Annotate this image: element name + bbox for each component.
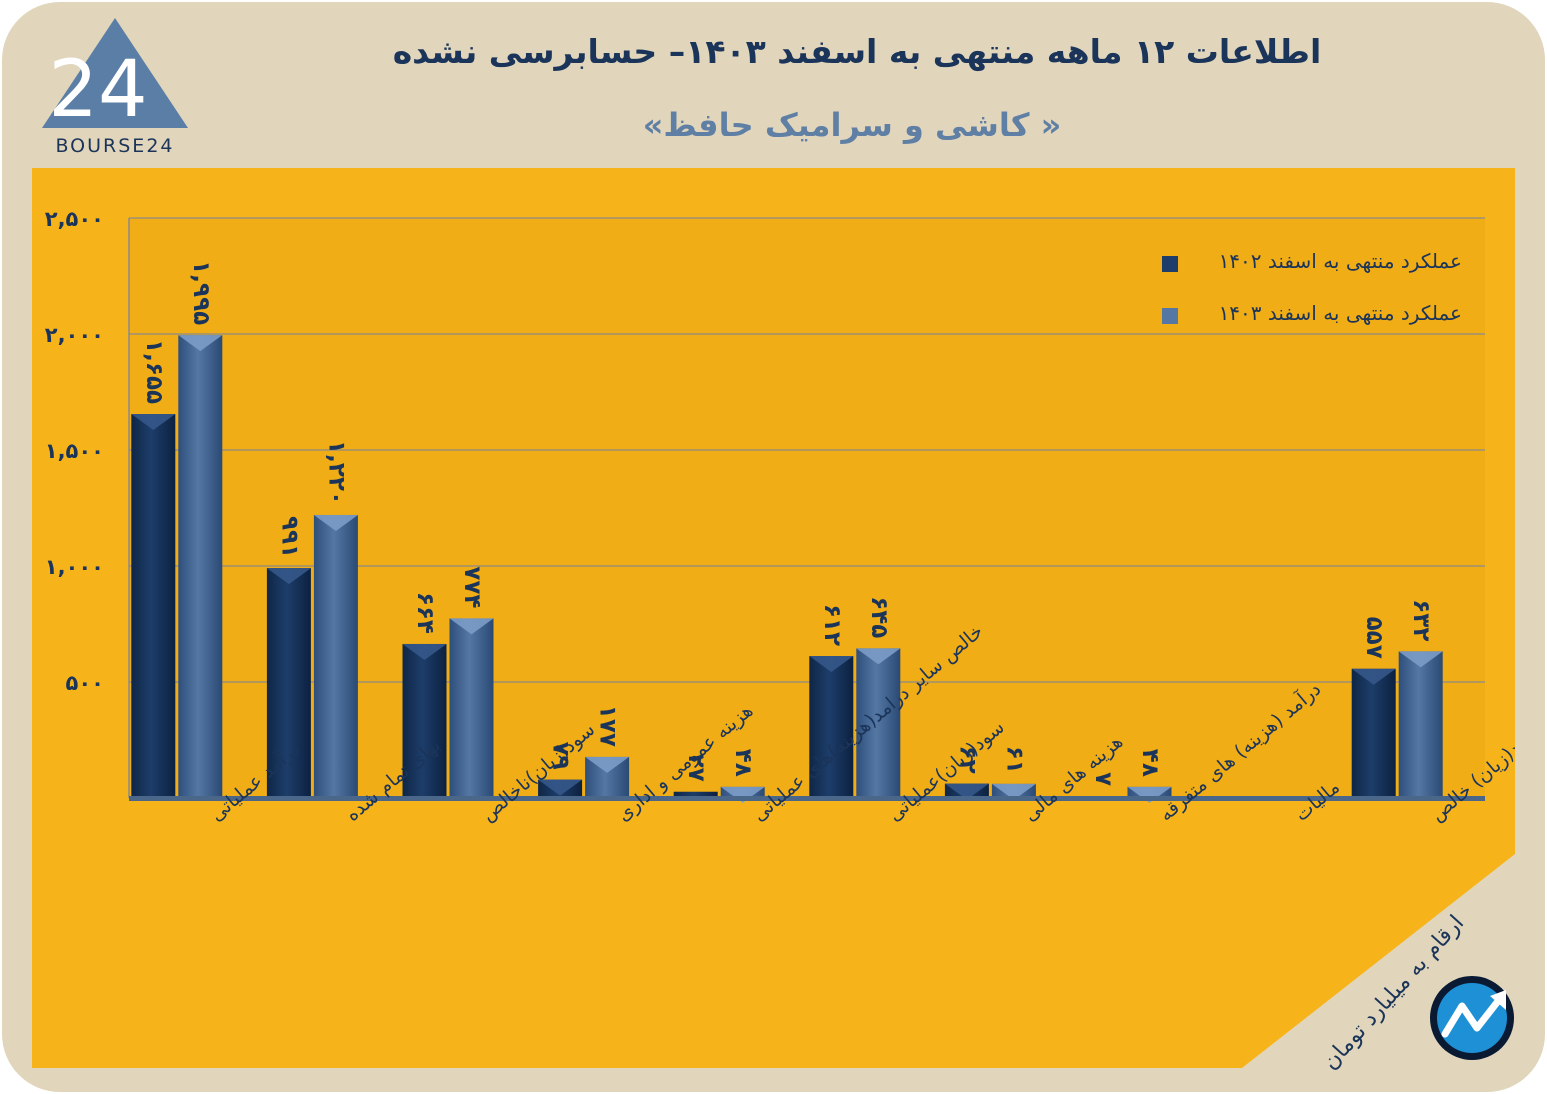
bar-value-label: ۱,۶۵۵ bbox=[141, 339, 167, 404]
bar-bevel bbox=[809, 656, 854, 673]
bar bbox=[673, 791, 718, 798]
badge-arrow bbox=[1441, 992, 1506, 1038]
legend-label: عملکرد منتهی به اسفند ۱۴۰۳ bbox=[1219, 301, 1462, 325]
legend-swatch bbox=[1162, 256, 1178, 272]
bar-value-label: ۴۸ bbox=[1137, 749, 1163, 777]
bar bbox=[313, 514, 358, 798]
bar bbox=[856, 648, 901, 798]
bar-bevel bbox=[856, 648, 901, 665]
bar-bevel bbox=[449, 618, 494, 635]
page-title: اطلاعات ۱۲ ماهه منتهی به اسفند ۱۴۰۳– حسا… bbox=[392, 32, 1322, 71]
bar-value-label: ۴۸ bbox=[730, 749, 756, 777]
bar-bevel bbox=[720, 786, 765, 803]
legend-swatch bbox=[1162, 308, 1178, 324]
bar-chart: ۵۰۰ ۱,۰۰۰ ۱,۵۰۰ ۲,۰۰۰ ۲,۵۰۰ ۱,۶۵۵ ۹۹۱ ۶۶۴ ۷۹ ۲۷ ۶۱… bbox=[45, 207, 1515, 1068]
bar-bevel bbox=[402, 643, 447, 660]
logo-text: BOURSE24 bbox=[55, 135, 175, 157]
bar-bevel bbox=[585, 756, 630, 773]
legend-label: عملکرد منتهی به اسفند ۱۴۰۲ bbox=[1219, 249, 1462, 273]
bar bbox=[266, 568, 311, 798]
bar-bevel bbox=[178, 335, 223, 352]
bar-bevel bbox=[991, 783, 1036, 800]
bar-value-label: ۶۱۲ bbox=[819, 604, 845, 646]
y-tick-label: ۲,۵۰۰ bbox=[45, 207, 104, 231]
y-tick-label: ۲,۰۰۰ bbox=[45, 323, 104, 347]
bar bbox=[178, 335, 223, 798]
page-subtitle: « کاشی و سرامیک حافظ» bbox=[642, 106, 1062, 144]
bar-value-label: ۷۷۴ bbox=[459, 566, 485, 608]
bar-value-label: ۱۷۷ bbox=[595, 705, 621, 747]
bar bbox=[131, 414, 176, 798]
chart-panel: ۵۰۰ ۱,۰۰۰ ۱,۵۰۰ ۲,۰۰۰ ۲,۵۰۰ ۱,۶۵۵ ۹۹۱ ۶۶۴ ۷۹ ۲۷ ۶۱… bbox=[32, 168, 1515, 1068]
bar-bevel bbox=[131, 414, 176, 431]
bar-bevel bbox=[1351, 668, 1396, 685]
bar-value-label: ۹۹۱ bbox=[276, 516, 302, 558]
bourse24-logo: 24 bbox=[42, 18, 188, 135]
bar-value-label: ۱,۲۲۰ bbox=[323, 440, 349, 505]
logo-mark: 24 bbox=[48, 45, 147, 135]
bar bbox=[402, 643, 447, 798]
x-axis bbox=[129, 796, 1485, 801]
bar-bevel bbox=[266, 568, 311, 585]
bar-value-label: ۶۶۴ bbox=[412, 592, 438, 634]
bar bbox=[809, 656, 854, 798]
bar-bevel bbox=[1398, 651, 1443, 668]
bar-value-label: ۲۷ bbox=[683, 754, 709, 782]
bar-value-label: ۶۲ bbox=[954, 746, 980, 774]
bar-value-label: ۶۳۲ bbox=[1408, 599, 1434, 641]
bar-value-label: ۱,۹۹۵ bbox=[188, 260, 214, 325]
bar-value-label: ۵۵۷ bbox=[1361, 617, 1387, 659]
bar-bevel bbox=[944, 783, 989, 800]
y-tick-label: ۱,۵۰۰ bbox=[45, 439, 104, 463]
bar-value-label: ۶۱ bbox=[1001, 746, 1027, 774]
badge-arrowhead bbox=[1490, 990, 1506, 1010]
trend-badge-icon bbox=[1430, 976, 1514, 1060]
bar bbox=[1398, 651, 1443, 798]
bar-value-label: ۶۴۵ bbox=[866, 596, 892, 638]
bar bbox=[449, 618, 494, 798]
bar bbox=[1351, 668, 1396, 798]
y-tick-label: ۵۰۰ bbox=[66, 671, 104, 695]
y-tick-label: ۱,۰۰۰ bbox=[45, 555, 104, 579]
bar-value-label: ۷۹ bbox=[548, 742, 574, 770]
bar-bevel bbox=[538, 779, 583, 796]
bar-value-label: ۷ bbox=[1090, 772, 1116, 786]
bar-bevel bbox=[313, 514, 358, 531]
bar-bevel bbox=[1127, 786, 1172, 803]
